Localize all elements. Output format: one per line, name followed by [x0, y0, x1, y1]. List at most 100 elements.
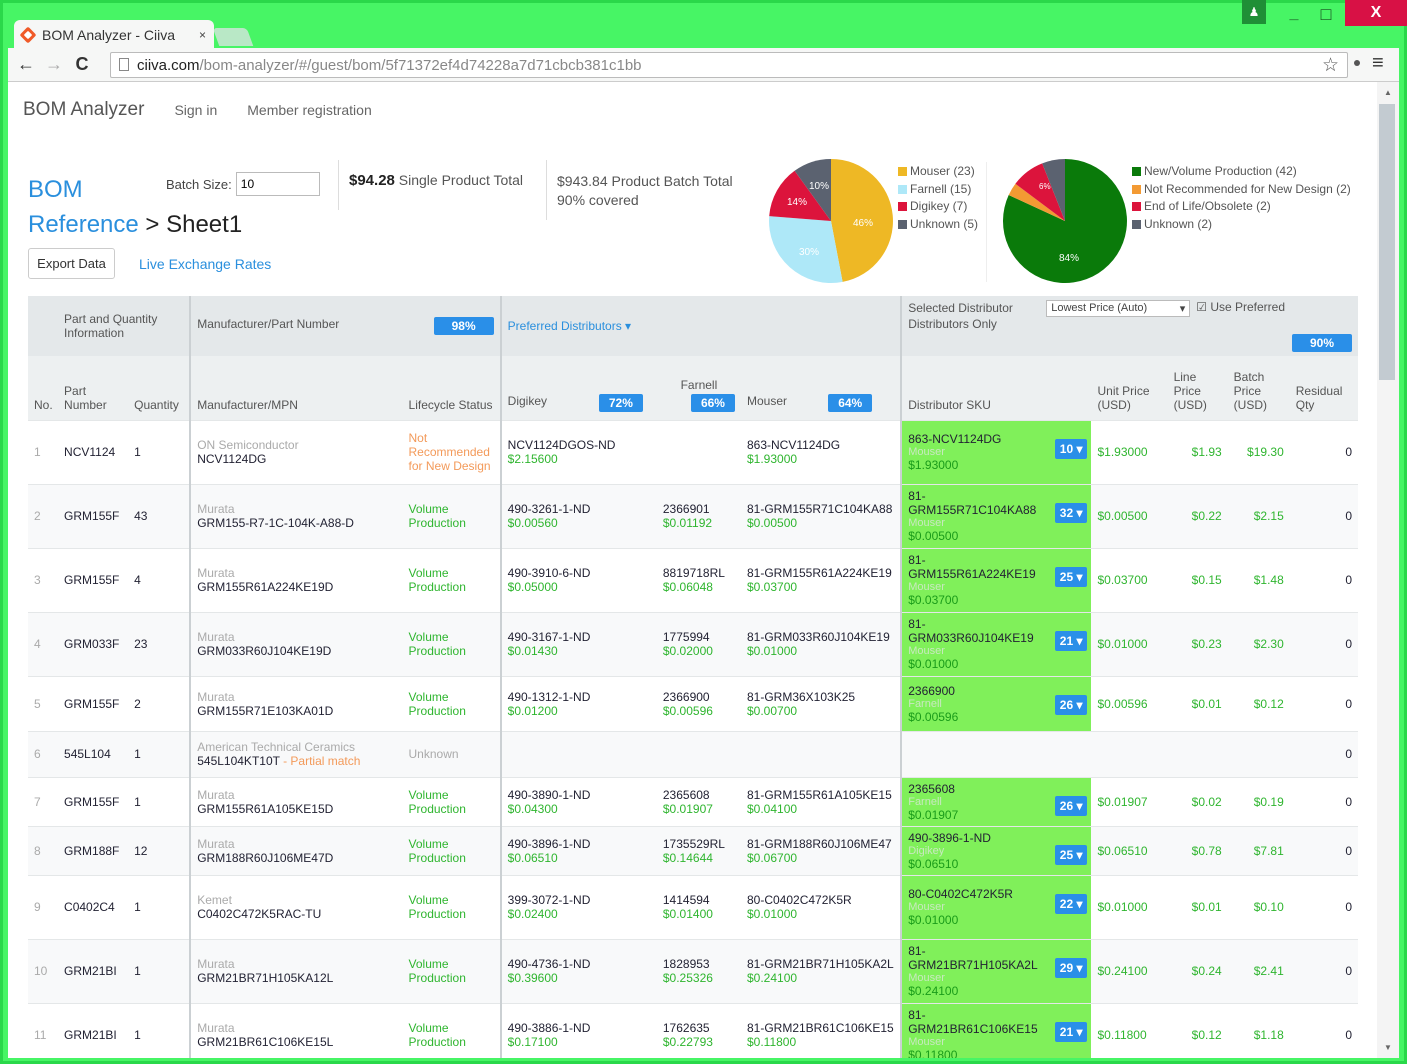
col-mouser[interactable]: Mouser 64%: [740, 356, 902, 420]
chrome-menu-icon[interactable]: ≡: [1372, 52, 1384, 74]
col-part-number[interactable]: Part Number: [58, 356, 129, 420]
price-mode-select[interactable]: Lowest Price (Auto) ▾: [1046, 300, 1191, 317]
minimize-button[interactable]: _: [1289, 5, 1299, 22]
legend-item[interactable]: Unknown (5): [898, 216, 978, 234]
legend-item[interactable]: Not Recommended for New Design (2): [1132, 181, 1351, 199]
quantity: 1: [128, 730, 191, 777]
digikey-cell: 490-3167-1-ND $0.01430: [499, 611, 657, 676]
mfr-mpn-cell: Kemet C0402C472K5RAC-TU: [189, 874, 403, 939]
distributor-qty-dropdown[interactable]: 26 ▾: [1054, 694, 1088, 715]
distributor-qty-dropdown[interactable]: 22 ▾: [1054, 893, 1088, 914]
selected-distributor-sku[interactable]: 81-GRM21BR61C106KE15 Mouser $0.11800 21 ▾: [900, 1002, 1092, 1058]
table-row[interactable]: 10 GRM21BI 1 Murata GRM21BR71H105KA12L Volume…: [28, 938, 1358, 1003]
bom-link-line1[interactable]: BOM: [28, 176, 83, 203]
mfr-mpn-cell: Murata GRM155-R7-1C-104K-A88-D: [189, 483, 403, 548]
selected-distributor-sku[interactable]: 80-C0402C472K5R Mouser $0.01000 22 ▾: [900, 874, 1092, 939]
chart-divider: [986, 162, 987, 282]
table-row[interactable]: 4 GRM033F 23 Murata GRM033R60J104KE19D Volume…: [28, 611, 1358, 676]
reload-icon[interactable]: C: [75, 54, 89, 74]
batch-price: [1227, 730, 1290, 777]
col-quantity[interactable]: Quantity: [128, 356, 191, 420]
selected-distributor-sku[interactable]: 490-3896-1-ND Digikey $0.06510 25 ▾: [900, 825, 1092, 875]
bom-link-line2[interactable]: Reference: [28, 211, 139, 238]
browser-tab[interactable]: BOM Analyzer - Ciiva ×: [14, 20, 214, 50]
farnell-cell: 8819718RL $0.06048: [656, 547, 741, 612]
vertical-scrollbar[interactable]: ▲ ▼: [1377, 82, 1399, 1058]
selected-distributor-sku[interactable]: 863-NCV1124DG Mouser $1.93000 10 ▾: [900, 419, 1092, 484]
scroll-down-arrow-icon[interactable]: ▼: [1384, 1043, 1392, 1052]
distributor-qty-dropdown[interactable]: 29 ▾: [1054, 957, 1088, 978]
row-number: 10: [28, 938, 59, 1003]
extension-icon[interactable]: [1354, 60, 1360, 66]
table-row[interactable]: 9 C0402C4 1 Kemet C0402C472K5RAC-TU Volume Pr…: [28, 874, 1358, 939]
col-no[interactable]: No.: [28, 356, 59, 420]
col-farnell[interactable]: Farnell 66%: [656, 356, 741, 420]
col-residual-qty[interactable]: Residual Qty: [1289, 356, 1358, 420]
selected-distributor-sku[interactable]: 2365608 Farnell $0.01907 26 ▾: [900, 776, 1092, 826]
url-host: ciiva.com: [137, 56, 200, 74]
scrollbar-thumb[interactable]: [1379, 104, 1395, 380]
lifecycle-status: Volume Production: [402, 874, 501, 939]
profile-icon[interactable]: ♟: [1242, 0, 1266, 24]
distributor-qty-dropdown[interactable]: 25 ▾: [1054, 566, 1088, 587]
col-lifecycle[interactable]: Lifecycle Status: [402, 356, 501, 420]
distributor-qty-dropdown[interactable]: 10 ▾: [1054, 438, 1088, 459]
distributor-qty-dropdown[interactable]: 21 ▾: [1054, 630, 1088, 651]
brand-logo[interactable]: BOM Analyzer: [23, 99, 145, 120]
batch-size-input[interactable]: [235, 172, 320, 196]
new-tab-button[interactable]: [212, 28, 254, 46]
table-row[interactable]: 11 GRM21BI 1 Murata GRM21BR61C106KE15L Volume…: [28, 1002, 1358, 1058]
table-row[interactable]: 2 GRM155F 43 Murata GRM155-R7-1C-104K-A88-D V…: [28, 483, 1358, 548]
maximize-button[interactable]: □: [1320, 3, 1332, 24]
table-row[interactable]: 7 GRM155F 1 Murata GRM155R61A105KE15D Volume …: [28, 776, 1358, 826]
legend-item[interactable]: Unknown (2): [1132, 216, 1351, 234]
use-preferred-checkbox[interactable]: ☑ Use Preferred: [1196, 300, 1286, 314]
scroll-up-arrow-icon[interactable]: ▲: [1384, 88, 1392, 97]
table-row[interactable]: 3 GRM155F 4 Murata GRM155R61A224KE19D Volume …: [28, 547, 1358, 612]
forward-arrow-icon[interactable]: →: [45, 54, 63, 74]
legend-item[interactable]: New/Volume Production (42): [1132, 163, 1351, 181]
selected-distributor-sku[interactable]: 81-GRM155R71C104KA88 Mouser $0.00500 32 ▾: [900, 483, 1092, 548]
legend-item[interactable]: Digikey (7): [898, 198, 978, 216]
sign-in-link[interactable]: Sign in: [174, 102, 218, 118]
selected-distributor-sku[interactable]: [900, 730, 1092, 777]
selected-distributor-sku[interactable]: 2366900 Farnell $0.00596 26 ▾: [900, 675, 1092, 731]
digikey-cell: [499, 730, 657, 777]
member-registration-link[interactable]: Member registration: [247, 102, 372, 118]
col-digikey[interactable]: Digikey 72%: [499, 356, 657, 420]
legend-item[interactable]: Farnell (15): [898, 181, 978, 199]
preferred-distributors-dropdown[interactable]: Preferred Distributors ▾: [499, 296, 902, 356]
selected-distributor-sku[interactable]: 81-GRM033R60J104KE19 Mouser $0.01000 21 ▾: [900, 611, 1092, 676]
close-window-button[interactable]: X: [1345, 0, 1407, 26]
unit-price: $0.06510: [1091, 825, 1168, 875]
table-row[interactable]: 6 545L104 1 American Technical Ceramics 545L…: [28, 730, 1358, 777]
table-row[interactable]: 1 NCV1124 1 ON Semiconductor NCV1124DG Not Re…: [28, 419, 1358, 484]
farnell-cell: [656, 730, 741, 777]
bookmark-star-icon[interactable]: ☆: [1321, 55, 1339, 76]
selected-distributor-sku[interactable]: 81-GRM155R61A224KE19 Mouser $0.03700 25 ▾: [900, 547, 1092, 612]
distributor-qty-dropdown[interactable]: 26 ▾: [1054, 795, 1088, 816]
legend-item[interactable]: Mouser (23): [898, 163, 978, 181]
col-distributor-sku[interactable]: Distributor SKU: [900, 356, 1092, 420]
distributor-qty-dropdown[interactable]: 32 ▾: [1054, 502, 1088, 523]
col-batch-price[interactable]: Batch Price (USD): [1227, 356, 1290, 420]
close-tab-icon[interactable]: ×: [198, 28, 206, 42]
distributor-qty-dropdown[interactable]: 25 ▾: [1054, 844, 1088, 865]
back-arrow-icon[interactable]: ←: [17, 54, 35, 74]
table-row[interactable]: 5 GRM155F 2 Murata GRM155R71E103KA01D Volume …: [28, 675, 1358, 731]
col-line-price[interactable]: Line Price (USD): [1167, 356, 1228, 420]
digikey-cell: 490-3886-1-ND $0.17100: [499, 1002, 657, 1058]
distributor-qty-dropdown[interactable]: 21 ▾: [1054, 1021, 1088, 1042]
address-bar[interactable]: ciiva.com/bom-analyzer/#/guest/bom/5f713…: [110, 52, 1348, 78]
legend-item[interactable]: End of Life/Obsolete (2): [1132, 198, 1351, 216]
svg-text:84%: 84%: [1059, 253, 1079, 264]
live-exchange-rates-link[interactable]: Live Exchange Rates: [139, 256, 272, 272]
batch-price: $0.10: [1227, 874, 1290, 939]
selected-distributor-sku[interactable]: 81-GRM21BR71H105KA2L Mouser $0.24100 29 ▾: [900, 938, 1092, 1003]
export-data-button[interactable]: Export Data: [28, 248, 115, 279]
col-mfr-mpn[interactable]: Manufacturer/MPN: [189, 356, 403, 420]
unit-price: $0.01000: [1091, 874, 1168, 939]
col-unit-price[interactable]: Unit Price (USD): [1091, 356, 1168, 420]
quantity: 1: [128, 419, 191, 484]
table-row[interactable]: 8 GRM188F 12 Murata GRM188R60J106ME47D Volume…: [28, 825, 1358, 875]
